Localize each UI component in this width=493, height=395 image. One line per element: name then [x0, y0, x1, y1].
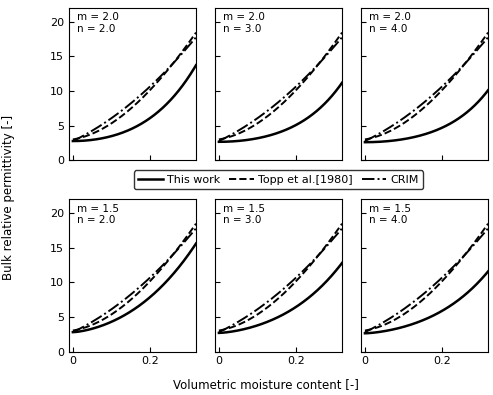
Text: m = 2.0
n = 3.0: m = 2.0 n = 3.0 [223, 13, 265, 34]
Text: m = 1.5
n = 4.0: m = 1.5 n = 4.0 [369, 203, 411, 225]
Text: Bulk relative permittivity [-]: Bulk relative permittivity [-] [2, 115, 15, 280]
Text: m = 1.5
n = 3.0: m = 1.5 n = 3.0 [223, 203, 265, 225]
Legend: This work, Topp et al.[1980], CRIM: This work, Topp et al.[1980], CRIM [134, 170, 423, 189]
Text: Volumetric moisture content [-]: Volumetric moisture content [-] [173, 378, 359, 391]
Text: m = 1.5
n = 2.0: m = 1.5 n = 2.0 [76, 203, 119, 225]
Text: m = 2.0
n = 4.0: m = 2.0 n = 4.0 [369, 13, 411, 34]
Text: m = 2.0
n = 2.0: m = 2.0 n = 2.0 [76, 13, 118, 34]
